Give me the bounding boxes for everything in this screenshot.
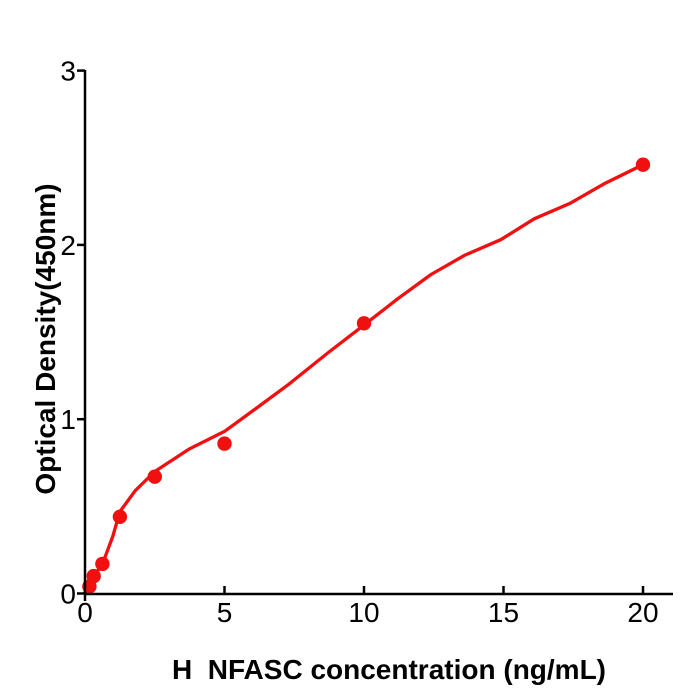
y-tick-label: 0 bbox=[60, 579, 76, 610]
y-tick-label: 2 bbox=[60, 230, 76, 261]
y-tick-label: 1 bbox=[60, 404, 76, 435]
data-point bbox=[86, 568, 101, 584]
data-point bbox=[147, 469, 162, 484]
x-axis-title: H NFASC concentration (ng/mL) bbox=[172, 654, 606, 685]
data-point bbox=[95, 556, 110, 572]
x-tick-label: 5 bbox=[217, 597, 233, 628]
y-axis-title: Optical Density(450nm) bbox=[30, 183, 61, 495]
y-tick-label: 3 bbox=[60, 56, 76, 87]
data-point bbox=[635, 157, 651, 172]
x-tick-label: 0 bbox=[77, 597, 93, 628]
x-tick-label: 10 bbox=[348, 597, 379, 628]
fit-curve bbox=[83, 163, 645, 595]
data-point bbox=[356, 316, 372, 331]
x-tick-label: 15 bbox=[488, 597, 519, 628]
data-point bbox=[112, 509, 128, 524]
x-tick-label: 20 bbox=[627, 597, 658, 628]
data-point bbox=[217, 436, 232, 451]
